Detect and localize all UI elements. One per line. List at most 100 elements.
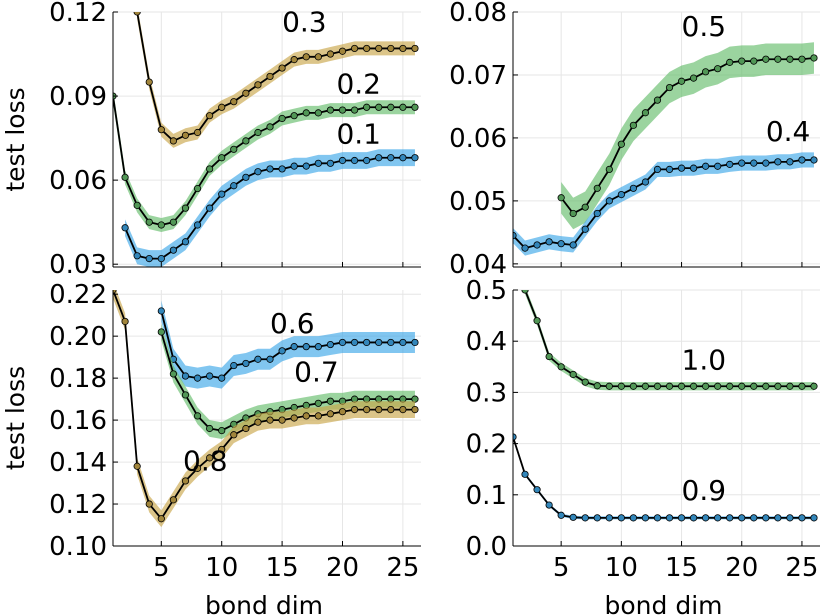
data-point bbox=[133, 252, 141, 260]
data-point bbox=[375, 103, 383, 111]
data-point bbox=[810, 382, 818, 390]
data-point bbox=[689, 74, 698, 82]
error-band bbox=[125, 149, 415, 267]
y-tick-label: 0.14 bbox=[49, 448, 107, 478]
data-point bbox=[786, 382, 794, 390]
panel-top-right: 0.04 0.05 0.06 0.07 0.08 0.5 0.4 bbox=[449, 0, 820, 280]
data-point bbox=[363, 44, 371, 53]
data-point bbox=[581, 225, 589, 233]
data-point bbox=[726, 514, 734, 522]
data-point bbox=[218, 426, 226, 435]
x-tick-label: 20 bbox=[725, 553, 758, 583]
data-point bbox=[181, 204, 190, 212]
data-point bbox=[605, 197, 613, 205]
data-point bbox=[521, 244, 529, 252]
series-line bbox=[513, 436, 814, 519]
data-point bbox=[798, 382, 806, 390]
data-point bbox=[206, 112, 214, 120]
data-point bbox=[605, 165, 613, 174]
data-point bbox=[266, 165, 274, 173]
series-label: 0.6 bbox=[270, 307, 315, 340]
x-tick-label: 15 bbox=[266, 553, 299, 583]
y-tick-label: 0.20 bbox=[49, 322, 107, 352]
data-point bbox=[411, 154, 419, 162]
data-point bbox=[750, 57, 758, 65]
data-point bbox=[762, 55, 770, 63]
x-axis-label: bond dim bbox=[605, 591, 723, 616]
x-tick-label: 25 bbox=[386, 553, 419, 583]
series-0.6 bbox=[157, 300, 419, 389]
data-point bbox=[545, 352, 553, 361]
data-point bbox=[762, 514, 770, 522]
data-point bbox=[581, 514, 589, 522]
x-tick-label: 25 bbox=[785, 553, 818, 583]
data-point bbox=[714, 65, 722, 73]
data-point bbox=[121, 173, 129, 181]
data-point bbox=[411, 103, 419, 111]
data-point bbox=[206, 424, 214, 433]
data-point bbox=[230, 431, 238, 439]
data-point bbox=[193, 464, 202, 472]
series-0.2 bbox=[113, 89, 419, 232]
plot-area bbox=[513, 290, 818, 522]
data-point bbox=[762, 382, 770, 390]
data-point bbox=[326, 50, 335, 58]
data-point bbox=[326, 397, 335, 405]
data-point bbox=[181, 477, 190, 485]
y-tick-label: 0.5 bbox=[466, 276, 507, 306]
data-point bbox=[314, 53, 322, 61]
data-point bbox=[629, 184, 637, 192]
error-band bbox=[161, 300, 415, 389]
data-point bbox=[569, 370, 577, 379]
data-point bbox=[786, 55, 794, 63]
data-point bbox=[617, 190, 625, 199]
data-point bbox=[750, 382, 758, 390]
y-tick-label: 0.4 bbox=[466, 327, 507, 357]
data-point bbox=[411, 406, 419, 414]
data-point bbox=[230, 361, 238, 370]
series-label: 0.5 bbox=[682, 10, 727, 43]
data-point bbox=[350, 106, 359, 114]
data-point bbox=[545, 238, 553, 246]
data-point bbox=[375, 406, 383, 414]
y-tick-label: 0.0 bbox=[466, 532, 507, 562]
series-line bbox=[160, 310, 415, 380]
data-point bbox=[786, 514, 794, 522]
data-point bbox=[533, 317, 541, 325]
data-point bbox=[326, 159, 335, 167]
data-point bbox=[266, 355, 274, 363]
data-point bbox=[254, 81, 262, 89]
data-point bbox=[326, 340, 335, 349]
data-point bbox=[254, 418, 262, 426]
data-point bbox=[738, 382, 746, 390]
data-point bbox=[314, 412, 322, 420]
data-point bbox=[230, 145, 238, 153]
data-point bbox=[302, 343, 310, 351]
data-point bbox=[290, 343, 298, 351]
data-point bbox=[290, 414, 298, 422]
data-point bbox=[569, 513, 577, 521]
data-point bbox=[254, 168, 262, 176]
data-point bbox=[774, 514, 782, 522]
data-point bbox=[242, 424, 250, 433]
data-point bbox=[629, 121, 637, 129]
data-point bbox=[242, 137, 250, 145]
data-point bbox=[193, 128, 202, 137]
data-point bbox=[387, 154, 395, 162]
data-point bbox=[278, 114, 286, 123]
data-point bbox=[593, 184, 601, 192]
data-point bbox=[762, 159, 770, 167]
data-point bbox=[605, 514, 613, 522]
data-point bbox=[363, 338, 371, 347]
data-point bbox=[363, 156, 371, 165]
plot-area bbox=[513, 42, 818, 256]
data-point bbox=[617, 382, 625, 390]
data-point bbox=[278, 165, 286, 173]
data-point bbox=[314, 343, 322, 351]
data-point bbox=[302, 53, 310, 61]
data-point bbox=[350, 406, 359, 414]
data-point bbox=[641, 178, 650, 186]
data-point bbox=[399, 154, 407, 162]
data-point bbox=[338, 106, 347, 114]
